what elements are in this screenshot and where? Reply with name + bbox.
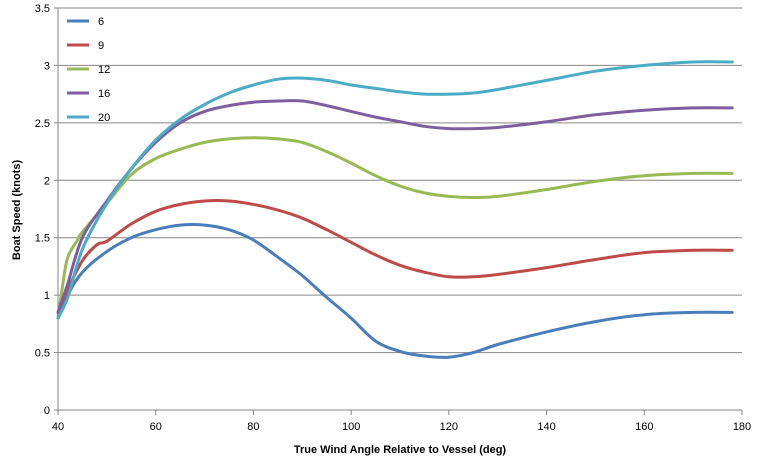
series-line-6: [56, 223, 734, 359]
x-axis-title: True Wind Angle Relative to Vessel (deg): [294, 444, 507, 456]
y-tick-label: 3.5: [35, 3, 50, 15]
tick-labels: 0 0.5 1 1.5 2 2.5 3 3.5 40 60 80 100 120 140 160 180: [35, 3, 751, 433]
x-tick-label: 40: [52, 421, 64, 433]
legend-label-16: 16: [98, 88, 110, 100]
series-line-9: [56, 199, 734, 314]
x-tick-label: 160: [635, 421, 653, 433]
x-tick-label: 140: [537, 421, 555, 433]
legend-label-12: 12: [98, 64, 110, 76]
y-tick-label: 2: [44, 175, 50, 187]
gridlines: [58, 7, 742, 354]
series-lines: [56, 60, 734, 359]
series-line-20: [56, 60, 734, 320]
x-tick-label: 100: [342, 421, 360, 433]
y-tick-label: 1.5: [35, 233, 50, 245]
y-tick-label: 0.5: [35, 348, 50, 360]
x-tick-label: 60: [150, 421, 162, 433]
x-tick-label: 80: [247, 421, 259, 433]
legend: 6 9 12 16 20: [67, 16, 110, 124]
x-tick-label: 180: [733, 421, 751, 433]
y-tick-label: 1: [44, 290, 50, 302]
y-axis-title: Boat Speed (knots): [11, 160, 23, 261]
x-tick-label: 120: [440, 421, 458, 433]
axes: [54, 7, 743, 415]
legend-label-20: 20: [98, 112, 110, 124]
legend-label-6: 6: [98, 16, 104, 28]
series-line-16: [56, 99, 734, 314]
legend-label-9: 9: [98, 40, 104, 52]
y-tick-label: 0: [44, 405, 50, 417]
y-tick-label: 3: [44, 60, 50, 72]
y-tick-label: 2.5: [35, 118, 50, 130]
